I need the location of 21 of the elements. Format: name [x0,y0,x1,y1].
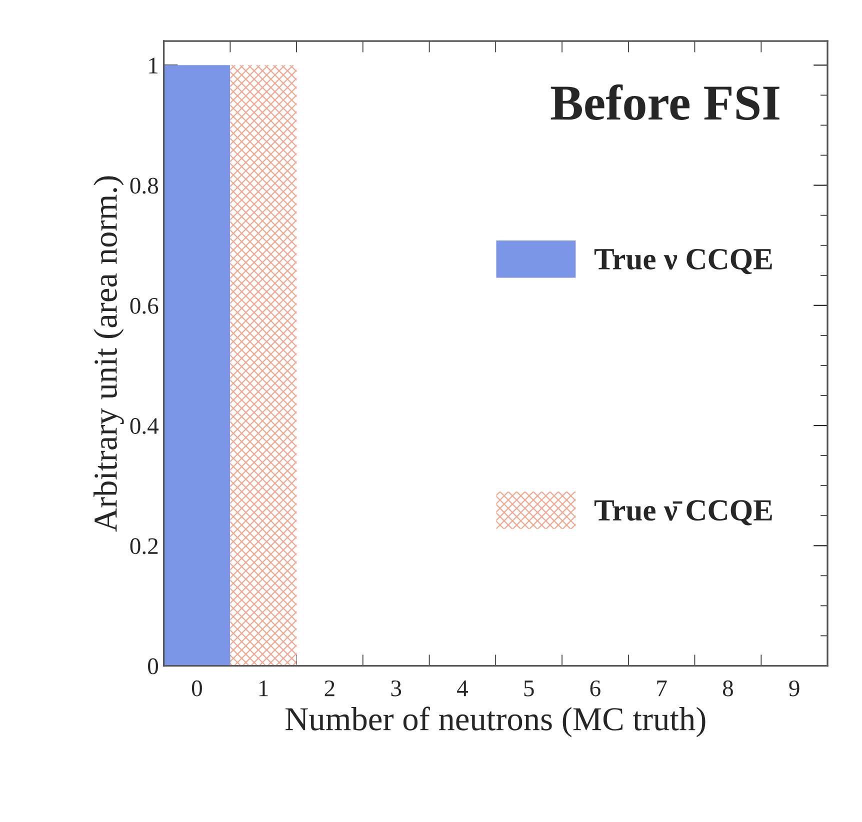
legend-label: True ν̄ CCQE [594,500,772,526]
x-tick-label: 3 [391,680,402,696]
y-tick-label: 0.4 [130,418,159,434]
y-tick-label: 0.6 [130,298,158,314]
y-tick-label: 0.2 [130,538,158,554]
x-tick-label: 7 [657,680,667,696]
x-tick-label: 8 [722,680,733,696]
y-tick-label: 1 [149,58,158,74]
y-axis-title: Arbitrary unit (area norm.) [94,176,124,532]
y-tick-label: 0.8 [130,178,158,194]
x-axis-title: Number of neutrons (MC truth) [286,706,706,738]
x-tick-label: 1 [260,680,268,696]
x-tick-label: 5 [524,680,534,696]
y-tick-label: 0 [148,658,158,674]
x-tick-label: 9 [789,680,800,696]
text: Before FSI [550,84,780,120]
x-tick-label: 2 [324,680,334,696]
x-tick-label: 0 [192,680,202,696]
x-tick-label: 4 [457,680,468,696]
x-tick-label: 6 [590,680,600,696]
legend-label: True ν CCQE [594,248,772,274]
